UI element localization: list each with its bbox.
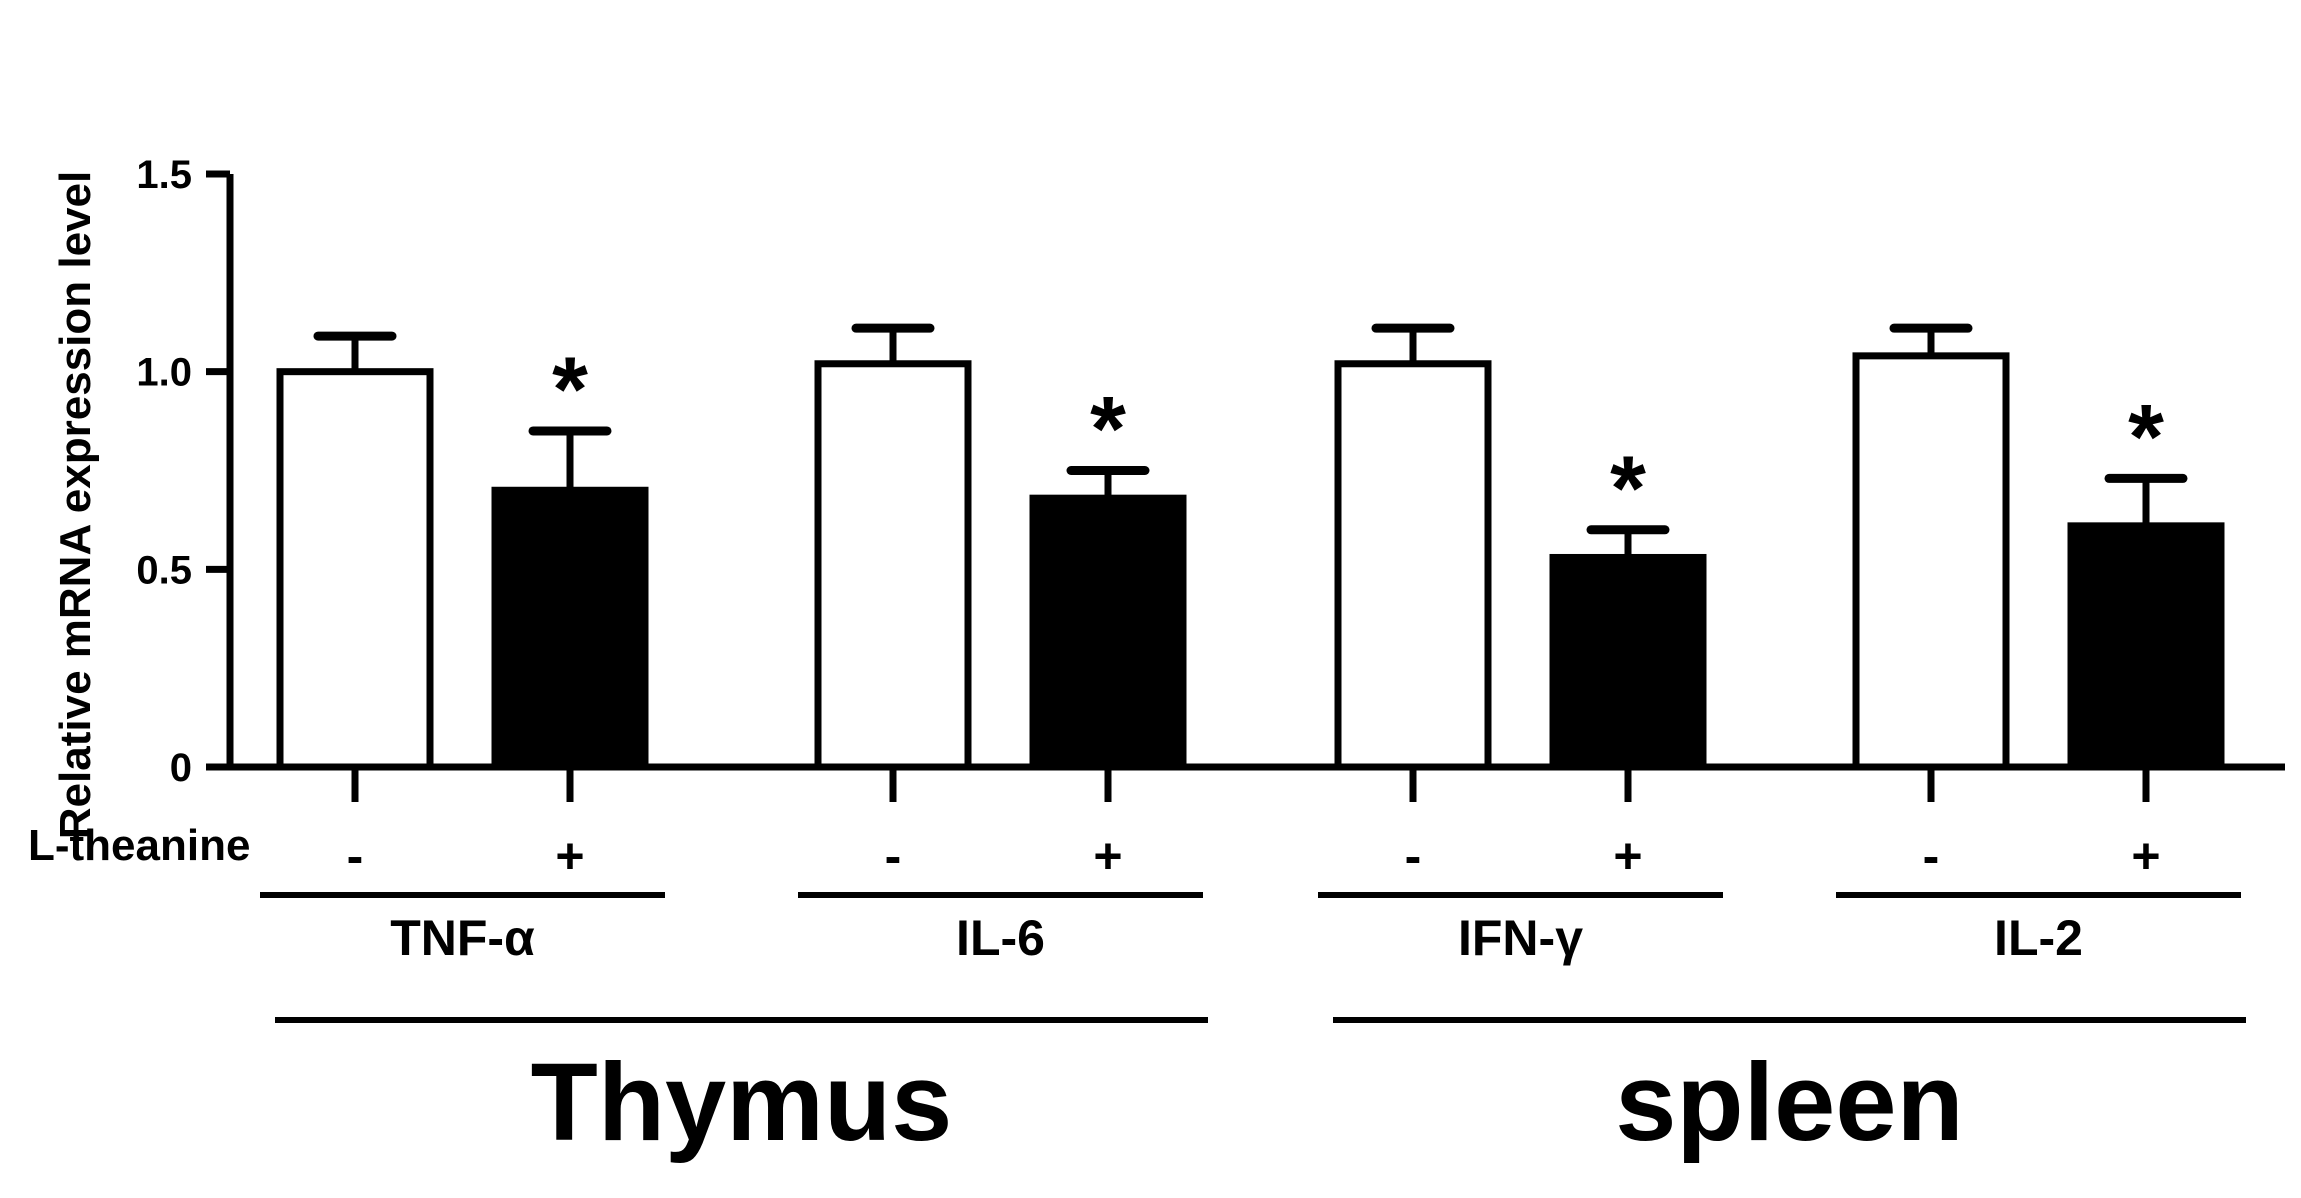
plus-sign: + bbox=[1093, 828, 1122, 884]
organ-label: spleen bbox=[1615, 1041, 1963, 1164]
treatment-row-label: L-theanine bbox=[28, 821, 250, 870]
significance-star: * bbox=[552, 339, 588, 441]
y-tick-label: 0.5 bbox=[136, 548, 192, 592]
bar-control bbox=[814, 360, 972, 771]
bar-treated bbox=[2067, 522, 2225, 771]
organ-label: Thymus bbox=[531, 1041, 953, 1164]
bar-treated bbox=[491, 486, 649, 771]
bar-control bbox=[276, 368, 434, 771]
plus-sign: + bbox=[1613, 828, 1642, 884]
minus-sign: - bbox=[1923, 828, 1940, 884]
gene-label: IFN-γ bbox=[1458, 910, 1583, 966]
minus-sign: - bbox=[885, 828, 902, 884]
significance-star: * bbox=[2128, 386, 2164, 488]
gene-label: IL-6 bbox=[956, 910, 1045, 966]
y-tick-label: 1.0 bbox=[136, 351, 192, 395]
y-tick-label: 1.5 bbox=[136, 153, 192, 197]
y-tick-label: 0 bbox=[170, 746, 192, 790]
gene-label: IL-2 bbox=[1994, 910, 2083, 966]
y-axis-label: Relative mRNA expression level bbox=[51, 171, 100, 839]
significance-star: * bbox=[1610, 438, 1646, 540]
gene-label: TNF-α bbox=[390, 910, 535, 966]
significance-star: * bbox=[1090, 379, 1126, 481]
bar-treated bbox=[1549, 553, 1707, 771]
bar-control bbox=[1852, 352, 2010, 771]
bar-treated bbox=[1029, 494, 1187, 771]
plus-sign: + bbox=[2131, 828, 2160, 884]
bar-control bbox=[1334, 360, 1492, 771]
minus-sign: - bbox=[347, 828, 364, 884]
plus-sign: + bbox=[555, 828, 584, 884]
minus-sign: - bbox=[1405, 828, 1422, 884]
